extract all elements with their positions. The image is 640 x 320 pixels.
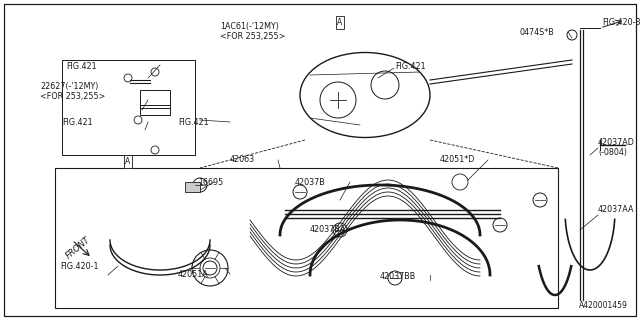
Text: A: A [125, 157, 131, 166]
Text: 22627(-'12MY)
<FOR 253,255>: 22627(-'12MY) <FOR 253,255> [40, 82, 106, 101]
Text: FRONT: FRONT [64, 235, 92, 261]
Text: FIG.421: FIG.421 [62, 118, 93, 127]
Text: 42051*D: 42051*D [440, 155, 476, 164]
Bar [140, 90, 170, 115]
Text: A420001459: A420001459 [579, 301, 628, 310]
Text: 16695: 16695 [198, 178, 223, 187]
Text: FIG.420-3,5: FIG.420-3,5 [602, 18, 640, 27]
Text: FIG.421: FIG.421 [395, 62, 426, 71]
Text: A: A [337, 18, 342, 27]
Text: 42037BA: 42037BA [310, 225, 346, 234]
Text: 42037AA: 42037AA [598, 205, 634, 214]
Text: FIG.421: FIG.421 [178, 118, 209, 127]
Text: 1AC61(-'12MY)
<FOR 253,255>: 1AC61(-'12MY) <FOR 253,255> [220, 22, 285, 41]
Text: 42063: 42063 [230, 155, 255, 164]
Bar [185, 182, 200, 192]
Bar [55, 168, 558, 308]
Text: FIG.421: FIG.421 [66, 62, 97, 71]
Text: FIG.420-1: FIG.420-1 [60, 262, 99, 271]
Text: 42037BB: 42037BB [380, 272, 416, 281]
Bar [62, 60, 195, 155]
Text: 0474S*B: 0474S*B [520, 28, 555, 37]
Text: 42037B: 42037B [295, 178, 326, 187]
Text: 42037AD
(-0804): 42037AD (-0804) [598, 138, 635, 157]
Text: 42051A: 42051A [178, 270, 209, 279]
